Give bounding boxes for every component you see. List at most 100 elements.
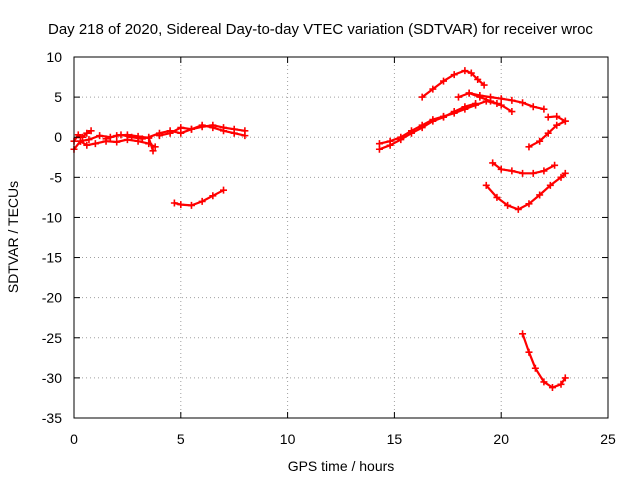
axis-ticks	[73, 56, 609, 419]
y-tick-label: 5	[54, 89, 62, 105]
data-point	[123, 131, 131, 139]
data-point	[134, 132, 142, 140]
data-point	[493, 193, 501, 201]
y-tick-label: 10	[46, 49, 62, 65]
series-arc-15	[525, 117, 569, 151]
data-point	[474, 75, 482, 83]
data-point	[514, 205, 522, 213]
data-point	[397, 133, 405, 141]
series-line	[173, 189, 225, 207]
x-tick-label: 5	[177, 431, 185, 447]
data-point	[508, 108, 516, 116]
data-point	[209, 192, 217, 200]
data-point	[113, 138, 121, 146]
x-tick-label: 0	[70, 431, 78, 447]
data-point	[561, 169, 569, 177]
data-point	[482, 181, 490, 189]
data-series	[70, 67, 569, 392]
data-point	[166, 129, 174, 137]
data-point	[480, 81, 488, 89]
data-point	[83, 129, 91, 137]
data-point	[529, 169, 537, 177]
data-point	[525, 348, 533, 356]
data-point	[170, 199, 178, 207]
data-point	[540, 105, 548, 113]
data-point	[519, 330, 527, 338]
data-point	[553, 121, 561, 129]
series-arc-5	[145, 121, 249, 141]
series-line	[378, 102, 477, 151]
y-tick-label: -10	[42, 209, 62, 225]
data-point	[220, 186, 228, 194]
data-point	[519, 169, 527, 177]
data-point	[553, 112, 561, 120]
data-point	[489, 159, 497, 167]
data-point	[375, 140, 383, 148]
data-point	[96, 132, 104, 140]
y-tick-label: 0	[54, 129, 62, 145]
data-point	[209, 124, 217, 132]
data-point	[561, 374, 569, 382]
data-point	[407, 127, 415, 135]
data-point	[450, 109, 458, 117]
data-point	[544, 129, 552, 137]
grid-lines	[74, 57, 608, 418]
y-axis-label: SDTVAR / TECUs	[5, 181, 21, 293]
data-point	[440, 112, 448, 120]
data-point	[476, 93, 484, 101]
data-point	[551, 161, 559, 169]
series-arc-6	[155, 121, 249, 140]
y-tick-label: -25	[42, 330, 62, 346]
data-point	[85, 136, 93, 144]
data-point	[429, 85, 437, 93]
data-point	[187, 125, 195, 133]
x-tick-label: 25	[600, 431, 616, 447]
series-arc-10	[418, 67, 488, 101]
series-arc-17	[519, 330, 569, 392]
x-tick-label: 20	[493, 431, 509, 447]
data-point	[487, 97, 495, 105]
data-point	[540, 167, 548, 175]
series-arc-12	[465, 89, 516, 116]
data-point	[177, 201, 185, 209]
data-point	[548, 384, 556, 392]
series-arc-8	[375, 100, 480, 153]
data-point	[429, 116, 437, 124]
data-point	[91, 140, 99, 148]
data-point	[465, 89, 473, 97]
data-point	[113, 132, 121, 140]
data-point	[76, 137, 84, 145]
data-point	[155, 132, 163, 140]
axis-tick-labels: 0 5 10 15 20 25 10 5 0 -5 -10 -15 -20 -25 -30 -35	[42, 49, 616, 447]
x-tick-label: 10	[280, 431, 296, 447]
series-arc-7	[170, 186, 228, 209]
series-line	[72, 138, 157, 151]
y-tick-label: -30	[42, 370, 62, 386]
data-point	[418, 121, 426, 129]
data-point	[83, 141, 91, 149]
data-point	[440, 77, 448, 85]
data-point	[149, 147, 157, 155]
data-point	[454, 93, 462, 101]
data-point	[508, 96, 516, 104]
data-point	[79, 133, 87, 141]
series-arc-16	[544, 112, 569, 125]
data-point	[467, 69, 475, 77]
y-tick-label: -5	[50, 169, 63, 185]
data-point	[461, 67, 469, 75]
data-point	[87, 127, 95, 135]
data-point	[497, 165, 505, 173]
data-point	[102, 135, 110, 143]
series-arc-13	[489, 159, 559, 177]
data-point	[529, 103, 537, 111]
data-point	[525, 143, 533, 151]
data-point	[525, 200, 533, 208]
data-point	[544, 113, 552, 121]
x-axis-label: GPS time / hours	[288, 458, 395, 474]
data-point	[561, 117, 569, 125]
data-point	[230, 129, 238, 137]
chart-title: Day 218 of 2020, Sidereal Day-to-day VTE…	[48, 21, 593, 38]
plot-frame	[73, 56, 609, 419]
data-point	[472, 101, 480, 109]
